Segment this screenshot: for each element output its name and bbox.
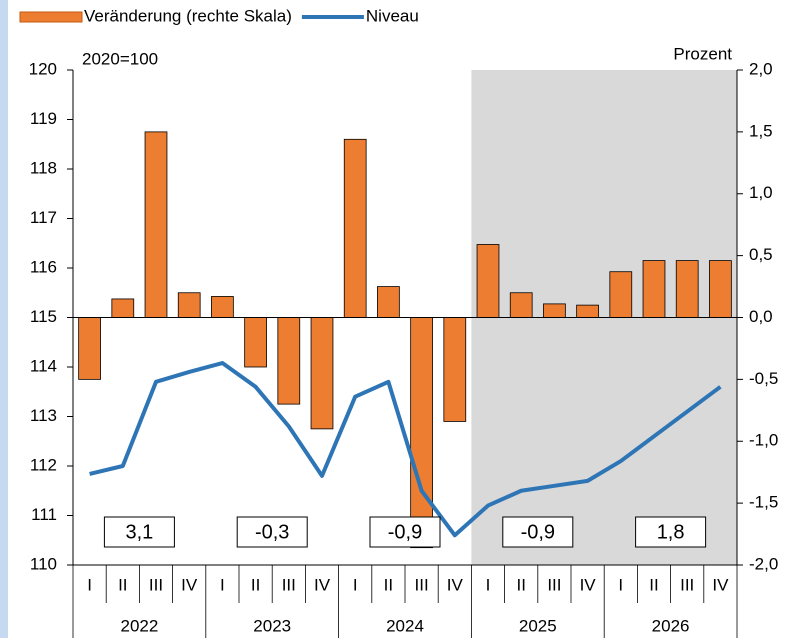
bar <box>709 260 732 318</box>
annotation-box <box>236 516 308 548</box>
bar <box>543 303 566 318</box>
y-tick-label: 110 <box>30 554 57 573</box>
x-tick-label: I <box>618 575 623 594</box>
annotation-box <box>369 516 441 548</box>
x-tick-label: III <box>282 575 296 594</box>
annotation-box <box>635 516 707 548</box>
annotation: 1,8 <box>657 521 685 543</box>
x-tick-label: II <box>384 575 393 594</box>
x-tick-label: IV <box>712 575 729 594</box>
x-tick-label: III <box>149 575 163 594</box>
bar <box>144 131 168 318</box>
bar <box>377 286 400 318</box>
bar <box>78 317 101 380</box>
x-tick-label: III <box>415 575 429 594</box>
annotation-box <box>502 516 574 548</box>
bar <box>609 271 633 318</box>
legend-label: Veränderung (rechte Skala) <box>84 6 292 25</box>
y2-tick-label: -1,5 <box>749 493 778 512</box>
y2-tick-label: -1,0 <box>749 431 778 450</box>
annotation: -0,9 <box>388 521 422 543</box>
legend-swatch <box>19 11 83 23</box>
y-tick-label: 113 <box>30 406 57 425</box>
y2-tick-label: -0,5 <box>749 369 778 388</box>
year-label: 2024 <box>386 616 424 635</box>
annotation: -0,9 <box>521 521 555 543</box>
y2-tick-label: -2,0 <box>749 554 778 573</box>
x-tick-label: II <box>516 575 525 594</box>
y2-tick-label: 1,0 <box>749 183 773 202</box>
bar <box>111 298 135 318</box>
x-tick-label: I <box>353 575 358 594</box>
y2-tick-label: 2,0 <box>749 59 773 78</box>
x-tick-label: IV <box>580 575 597 594</box>
year-label: 2022 <box>120 616 158 635</box>
x-tick-label: IV <box>181 575 198 594</box>
bar <box>675 260 699 318</box>
x-tick-label: II <box>649 575 658 594</box>
annotation: 3,1 <box>125 521 153 543</box>
x-tick-label: IV <box>447 575 464 594</box>
y-tick-label: 117 <box>30 208 57 227</box>
bar <box>211 296 234 318</box>
x-tick-label: III <box>547 575 561 594</box>
y2-tick-label: 0,0 <box>749 307 773 326</box>
bar <box>343 138 367 318</box>
bar <box>310 317 334 430</box>
y-tick-label: 111 <box>31 505 57 524</box>
bar <box>509 292 533 318</box>
year-label: 2026 <box>652 616 690 635</box>
bar <box>476 244 500 318</box>
x-tick-label: I <box>486 575 491 594</box>
y-tick-label: 119 <box>30 109 57 128</box>
y-tick-label: 120 <box>29 59 57 78</box>
line <box>89 361 722 538</box>
bar <box>443 317 467 422</box>
year-label: 2023 <box>253 616 291 635</box>
left-axis-label: 2020=100 <box>82 49 158 68</box>
y-tick-label: 116 <box>30 257 57 276</box>
x-tick-label: II <box>118 575 127 594</box>
bar <box>410 317 433 549</box>
year-label: 2025 <box>519 616 557 635</box>
bar <box>177 292 201 318</box>
right-axis-label: Prozent <box>673 44 732 63</box>
x-tick-label: II <box>251 575 260 594</box>
bar <box>642 260 666 318</box>
annotation: -0,3 <box>255 521 289 543</box>
x-tick-label: IV <box>314 575 331 594</box>
y2-tick-label: 1,5 <box>749 121 773 140</box>
y-tick-label: 114 <box>30 356 57 375</box>
annotation-box <box>103 516 175 548</box>
x-tick-label: III <box>680 575 694 594</box>
x-tick-label: I <box>87 575 92 594</box>
bar <box>244 317 267 368</box>
y-tick-label: 112 <box>30 455 57 474</box>
y2-tick-label: 0,5 <box>749 245 773 264</box>
side-strip <box>0 0 8 638</box>
bar <box>576 304 599 318</box>
y-tick-label: 115 <box>30 307 57 326</box>
bar <box>277 317 301 405</box>
y-tick-label: 118 <box>30 158 57 177</box>
legend-label: Niveau <box>366 6 419 25</box>
x-tick-label: I <box>220 575 225 594</box>
